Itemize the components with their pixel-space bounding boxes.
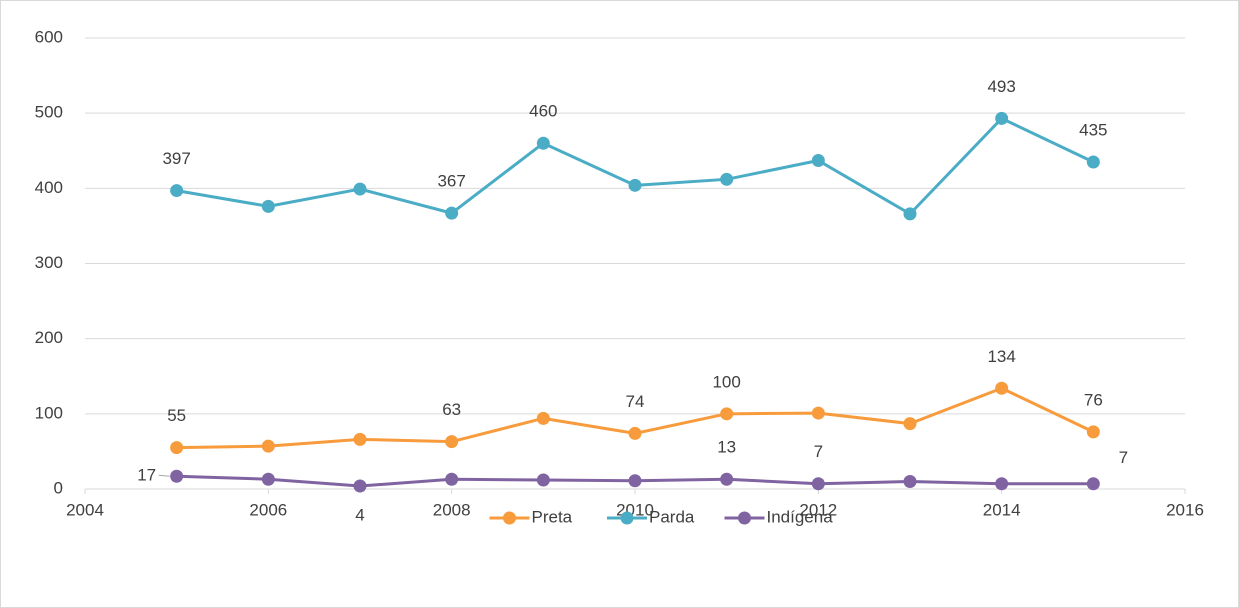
point [170, 184, 184, 198]
label-leader [158, 474, 170, 477]
point [1086, 155, 1100, 169]
point [811, 477, 825, 491]
y-tick-label: 500 [35, 103, 63, 122]
point [811, 406, 825, 420]
point [903, 474, 917, 488]
point [903, 417, 917, 431]
data-label: 63 [442, 400, 461, 419]
data-label: 13 [717, 438, 736, 457]
point [536, 411, 550, 425]
y-tick-label: 200 [35, 328, 63, 347]
data-label: 397 [162, 149, 190, 168]
x-tick-label: 2006 [249, 500, 287, 519]
y-tick-label: 0 [54, 478, 63, 497]
point [720, 407, 734, 421]
data-label: 460 [529, 102, 557, 121]
data-label: 17 [137, 466, 156, 485]
x-tick-label: 2008 [433, 500, 471, 519]
y-tick-label: 400 [35, 178, 63, 197]
point [995, 111, 1009, 125]
data-label: 74 [626, 392, 645, 411]
point [903, 207, 917, 221]
x-tick-label: 2016 [1166, 500, 1204, 519]
point [628, 178, 642, 192]
point [536, 136, 550, 150]
point [353, 182, 367, 196]
data-label: 134 [987, 347, 1015, 366]
point [353, 432, 367, 446]
point [261, 439, 275, 453]
legend-marker [620, 511, 634, 525]
y-tick-label: 100 [35, 403, 63, 422]
point [261, 472, 275, 486]
point [353, 479, 367, 493]
point [445, 435, 459, 449]
data-label: 76 [1084, 390, 1103, 409]
point [1086, 425, 1100, 439]
point [811, 154, 825, 168]
point [445, 472, 459, 486]
x-tick-label: 2014 [983, 500, 1021, 519]
point [445, 206, 459, 220]
point [170, 469, 184, 483]
data-label: 367 [437, 172, 465, 191]
point [261, 199, 275, 213]
point [628, 474, 642, 488]
y-tick-label: 600 [35, 27, 63, 46]
data-label: 7 [814, 442, 823, 461]
legend-label: Indígena [767, 507, 834, 526]
point [720, 172, 734, 186]
point [536, 473, 550, 487]
legend-label: Parda [649, 507, 695, 526]
data-label: 493 [987, 77, 1015, 96]
point [995, 477, 1009, 491]
x-tick-label: 2012 [799, 500, 837, 519]
data-label: 55 [167, 406, 186, 425]
data-label: 100 [712, 372, 740, 391]
point [1086, 477, 1100, 491]
point [720, 472, 734, 486]
point [995, 381, 1009, 395]
x-tick-label: 2004 [66, 500, 104, 519]
point [628, 426, 642, 440]
data-label: 4 [355, 505, 364, 524]
legend-marker [738, 511, 751, 525]
y-tick-label: 300 [35, 253, 63, 272]
legend-label: Preta [532, 507, 573, 526]
data-label: 435 [1079, 121, 1107, 140]
point [170, 441, 184, 455]
data-label: 7 [1119, 448, 1128, 467]
legend-marker [503, 511, 516, 525]
